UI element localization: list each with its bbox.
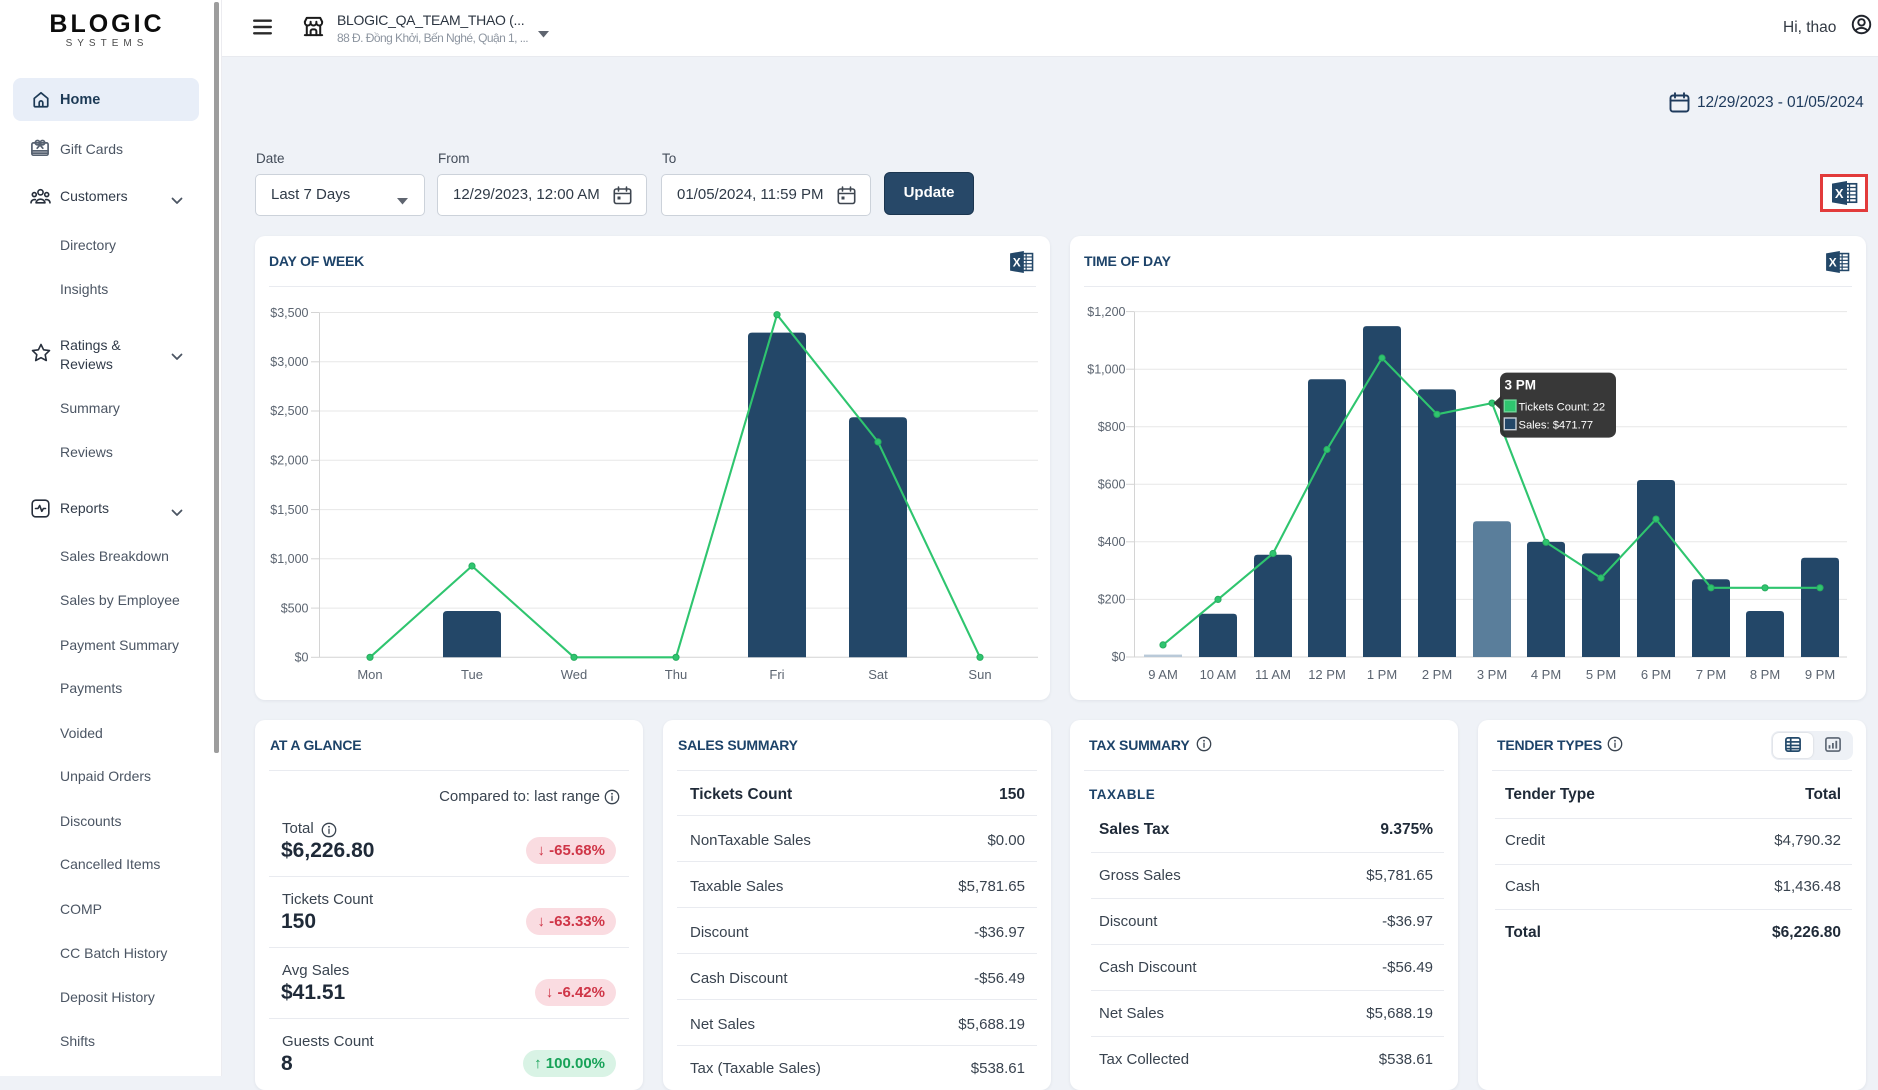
svg-text:Fri: Fri <box>769 667 784 682</box>
svg-text:$0: $0 <box>1112 650 1126 664</box>
svg-text:$1,000: $1,000 <box>1087 363 1125 377</box>
svg-text:$3,000: $3,000 <box>270 355 308 369</box>
svg-text:9 AM: 9 AM <box>1148 667 1178 682</box>
svg-text:$800: $800 <box>1098 420 1126 434</box>
svg-text:$2,500: $2,500 <box>270 404 308 418</box>
svg-text:X: X <box>1013 255 1021 269</box>
svg-text:Wed: Wed <box>561 667 588 682</box>
svg-text:$3,500: $3,500 <box>270 306 308 320</box>
svg-text:$1,500: $1,500 <box>270 503 308 517</box>
svg-text:Thu: Thu <box>665 667 687 682</box>
svg-text:$500: $500 <box>281 602 309 616</box>
svg-text:4 PM: 4 PM <box>1531 667 1561 682</box>
svg-text:6 PM: 6 PM <box>1641 667 1671 682</box>
svg-text:7 PM: 7 PM <box>1696 667 1726 682</box>
svg-text:$600: $600 <box>1098 478 1126 492</box>
svg-text:$400: $400 <box>1098 535 1126 549</box>
svg-text:5 PM: 5 PM <box>1586 667 1616 682</box>
svg-text:Sun: Sun <box>968 667 991 682</box>
svg-text:Tickets Count: 22: Tickets Count: 22 <box>1519 402 1606 414</box>
svg-text:X: X <box>1829 255 1837 269</box>
svg-text:3 PM: 3 PM <box>1477 667 1507 682</box>
svg-text:3 PM: 3 PM <box>1505 378 1537 393</box>
svg-text:Sales: $471.77: Sales: $471.77 <box>1519 419 1594 431</box>
svg-text:12 PM: 12 PM <box>1308 667 1346 682</box>
svg-text:$1,000: $1,000 <box>270 552 308 566</box>
svg-text:X: X <box>1835 186 1844 201</box>
svg-text:11 AM: 11 AM <box>1255 667 1291 682</box>
svg-text:Sat: Sat <box>868 667 888 682</box>
svg-text:$0: $0 <box>295 651 309 665</box>
svg-text:9 PM: 9 PM <box>1805 667 1835 682</box>
svg-text:8 PM: 8 PM <box>1750 667 1780 682</box>
svg-text:10 AM: 10 AM <box>1200 667 1237 682</box>
svg-text:Tue: Tue <box>461 667 483 682</box>
svg-text:Mon: Mon <box>357 667 382 682</box>
svg-text:1 PM: 1 PM <box>1367 667 1397 682</box>
svg-text:$1,200: $1,200 <box>1087 305 1125 319</box>
svg-text:$200: $200 <box>1098 593 1126 607</box>
svg-text:2 PM: 2 PM <box>1422 667 1452 682</box>
svg-text:$2,000: $2,000 <box>270 454 308 468</box>
